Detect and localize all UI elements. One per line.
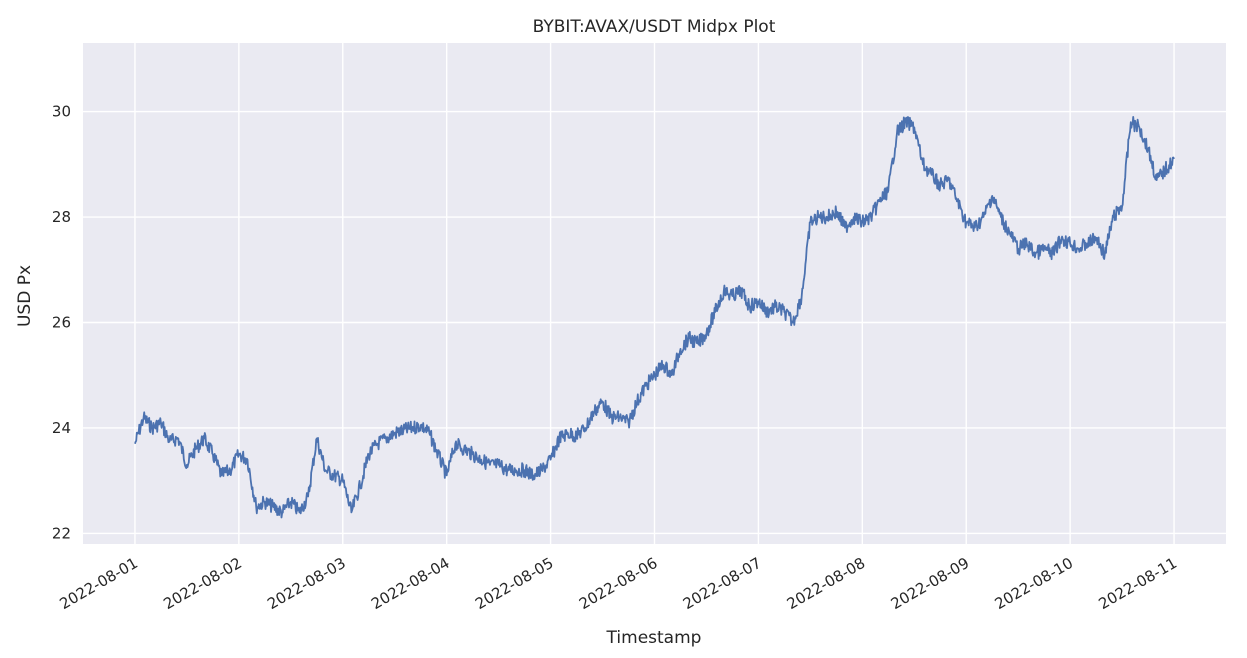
x-axis-title: Timestamp	[606, 628, 702, 648]
y-tick-label: 28	[52, 208, 71, 226]
x-tick-label: 2022-08-06	[576, 554, 661, 613]
x-tick-label: 2022-08-03	[264, 554, 349, 613]
x-tick-label: 2022-08-05	[472, 554, 557, 613]
y-axis-title: USD Px	[15, 265, 35, 327]
x-tick-label: 2022-08-11	[1096, 554, 1181, 613]
y-tick-label: 22	[52, 524, 71, 542]
y-axis-tick-labels: 22 24 26 28 30	[52, 103, 71, 543]
y-tick-label: 26	[52, 314, 71, 332]
y-tick-label: 24	[52, 419, 71, 437]
x-tick-label: 2022-08-08	[784, 554, 869, 613]
x-axis-tick-labels: 2022-08-01 2022-08-02 2022-08-03 2022-08-04…	[56, 554, 1180, 613]
x-tick-label: 2022-08-01	[56, 554, 141, 613]
x-tick-label: 2022-08-10	[992, 554, 1077, 613]
grid-lines	[83, 43, 1226, 544]
x-tick-label: 2022-08-02	[160, 554, 245, 613]
series-line	[134, 116, 1175, 519]
chart-title: BYBIT:AVAX/USDT Midpx Plot	[533, 17, 776, 37]
y-tick-label: 30	[52, 103, 71, 121]
series-layer	[134, 116, 1175, 519]
x-tick-label: 2022-08-09	[888, 554, 973, 613]
x-tick-label: 2022-08-04	[368, 554, 453, 613]
x-tick-label: 2022-08-07	[680, 554, 765, 613]
